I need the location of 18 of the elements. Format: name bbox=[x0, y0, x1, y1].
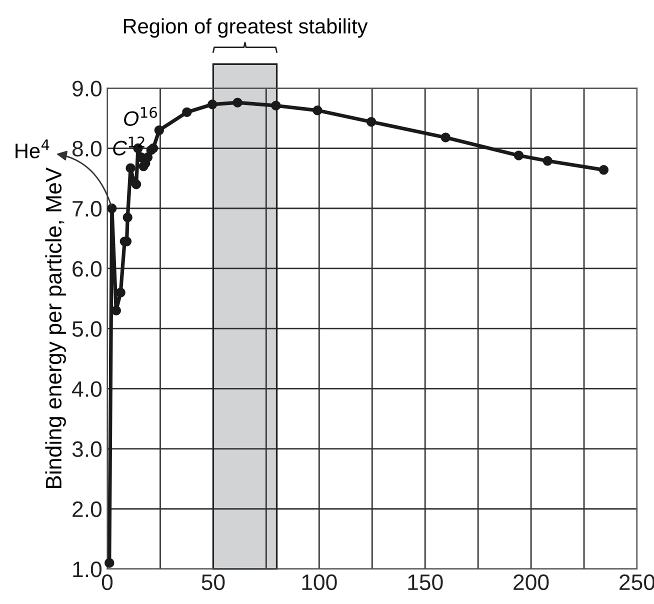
x-tick-label: 50 bbox=[202, 574, 225, 590]
annotation: He$^{4}$ bbox=[16, 139, 50, 158]
y-tick-label: 9.0 bbox=[72, 80, 102, 96]
x-tick-label: 150 bbox=[408, 574, 443, 590]
x-tick-label: 0 bbox=[102, 574, 113, 590]
y-tick-label: 5.0 bbox=[72, 321, 102, 337]
y-axis-title: Binding energy per particle, MeV bbox=[45, 167, 66, 488]
band-label: Region of greatest stability bbox=[124, 18, 368, 38]
y-tick-label: 3.0 bbox=[72, 441, 102, 458]
x-tick-label: 200 bbox=[514, 574, 549, 590]
y-tick-label: 1.0 bbox=[73, 562, 102, 578]
y-tick-label: 7.0 bbox=[72, 200, 102, 217]
y-tick-label: 8.0 bbox=[72, 140, 102, 157]
annotation: O$^{16}$ bbox=[124, 106, 157, 126]
y-tick-label: 6.0 bbox=[72, 261, 102, 277]
y-tick-label: 2.0 bbox=[72, 501, 102, 518]
x-tick-label: 100 bbox=[302, 574, 337, 590]
y-tick-label: 4.0 bbox=[72, 381, 102, 397]
